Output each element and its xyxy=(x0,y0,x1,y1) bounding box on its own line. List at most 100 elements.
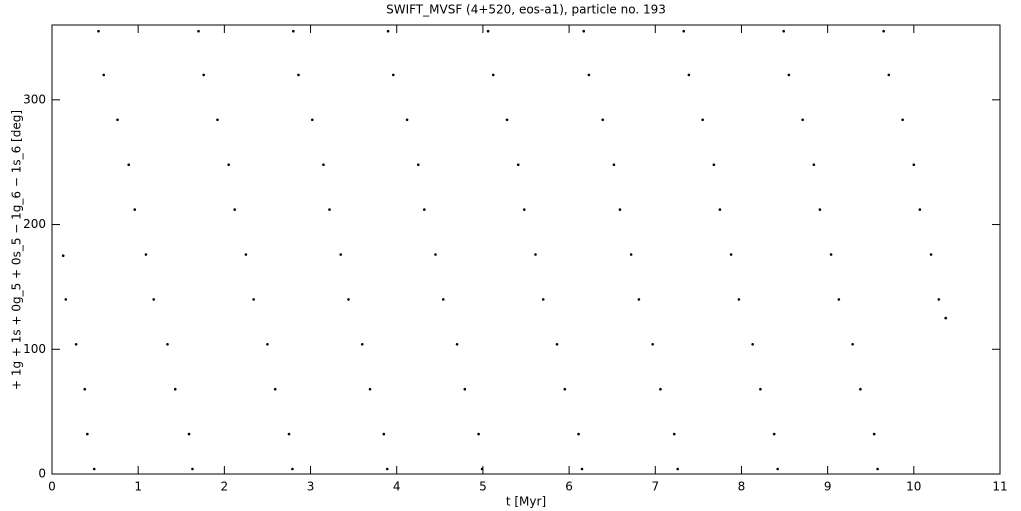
data-point xyxy=(876,467,879,471)
data-point xyxy=(534,253,537,256)
data-point xyxy=(328,208,331,211)
data-point xyxy=(86,432,89,436)
data-point xyxy=(386,29,390,33)
x-tick-label: 10 xyxy=(906,480,921,494)
data-point xyxy=(580,467,584,471)
data-point xyxy=(416,163,420,166)
data-point xyxy=(751,342,754,346)
data-point xyxy=(618,208,622,211)
data-point xyxy=(818,208,822,211)
data-point xyxy=(191,467,194,471)
data-point xyxy=(83,387,87,391)
x-axis-label: t [Myr] xyxy=(506,495,546,509)
data-point xyxy=(563,387,567,391)
data-point xyxy=(322,163,325,166)
data-point xyxy=(729,253,733,256)
data-point xyxy=(92,467,96,471)
data-point xyxy=(587,73,591,77)
data-point xyxy=(116,118,119,122)
data-point xyxy=(491,73,495,77)
data-point xyxy=(463,387,467,391)
data-point xyxy=(233,208,237,211)
data-point xyxy=(712,163,716,166)
data-point xyxy=(701,118,704,122)
data-point xyxy=(455,342,459,346)
data-point xyxy=(291,467,294,471)
data-point xyxy=(173,387,177,391)
data-point xyxy=(882,29,885,33)
data-point xyxy=(252,298,255,301)
y-tick-label: 0 xyxy=(38,467,46,481)
data-point xyxy=(61,254,65,258)
x-tick-label: 9 xyxy=(824,480,832,494)
data-point xyxy=(441,298,445,301)
data-point xyxy=(339,253,343,256)
data-point xyxy=(391,73,395,77)
data-point xyxy=(555,342,559,346)
data-point xyxy=(522,208,526,211)
data-point xyxy=(197,29,200,33)
data-point xyxy=(273,387,277,391)
data-point xyxy=(737,298,741,301)
x-tick-label: 8 xyxy=(738,480,746,494)
data-point xyxy=(682,29,686,33)
data-point xyxy=(651,342,654,346)
data-point xyxy=(133,208,137,211)
data-point xyxy=(772,432,776,436)
data-point xyxy=(918,208,922,211)
y-tick-label: 200 xyxy=(23,217,46,231)
data-point xyxy=(872,432,876,436)
data-point xyxy=(659,387,662,391)
data-point xyxy=(612,163,616,166)
data-point xyxy=(405,118,409,122)
data-point xyxy=(347,298,350,301)
data-point xyxy=(216,118,219,122)
data-point xyxy=(637,298,641,301)
data-point xyxy=(718,208,722,211)
y-axis-label: + 1g + 1s + 0g_5 + 0s_5 − 1g_6 − 1s_6 [d… xyxy=(10,110,24,390)
x-tick-label: 0 xyxy=(48,480,56,494)
data-point xyxy=(144,253,148,256)
x-tick-label: 3 xyxy=(307,480,315,494)
y-tick-label: 100 xyxy=(23,342,46,356)
data-point xyxy=(672,432,676,436)
data-point xyxy=(937,298,941,301)
data-point xyxy=(787,73,791,77)
data-point xyxy=(912,163,916,166)
data-point xyxy=(601,118,605,122)
data-point xyxy=(851,342,854,346)
x-tick-label: 5 xyxy=(479,480,487,494)
data-point xyxy=(423,208,426,211)
data-point xyxy=(292,29,295,33)
data-point xyxy=(776,467,779,471)
data-point xyxy=(477,432,480,436)
data-point xyxy=(687,73,691,77)
data-point xyxy=(782,29,785,33)
data-point xyxy=(360,342,364,346)
data-point xyxy=(577,432,580,436)
data-point xyxy=(486,29,490,33)
x-tick-label: 6 xyxy=(565,480,573,494)
data-point xyxy=(929,253,933,256)
data-point xyxy=(287,432,291,436)
y-tick-label: 300 xyxy=(23,92,46,106)
data-point xyxy=(480,467,484,471)
data-point xyxy=(385,467,389,471)
data-point xyxy=(434,253,437,256)
data-point xyxy=(227,163,230,166)
data-point xyxy=(812,163,816,166)
plot-frame xyxy=(51,24,1001,475)
data-point xyxy=(74,342,78,346)
data-point xyxy=(829,253,833,256)
data-point xyxy=(582,29,586,33)
data-point xyxy=(297,73,300,77)
x-tick-label: 4 xyxy=(393,480,401,494)
data-point xyxy=(64,298,68,301)
x-tick-label: 2 xyxy=(221,480,229,494)
data-point xyxy=(102,73,106,77)
data-point xyxy=(505,118,509,122)
data-point xyxy=(382,432,386,436)
data-point xyxy=(629,253,633,256)
data-point xyxy=(127,163,131,166)
